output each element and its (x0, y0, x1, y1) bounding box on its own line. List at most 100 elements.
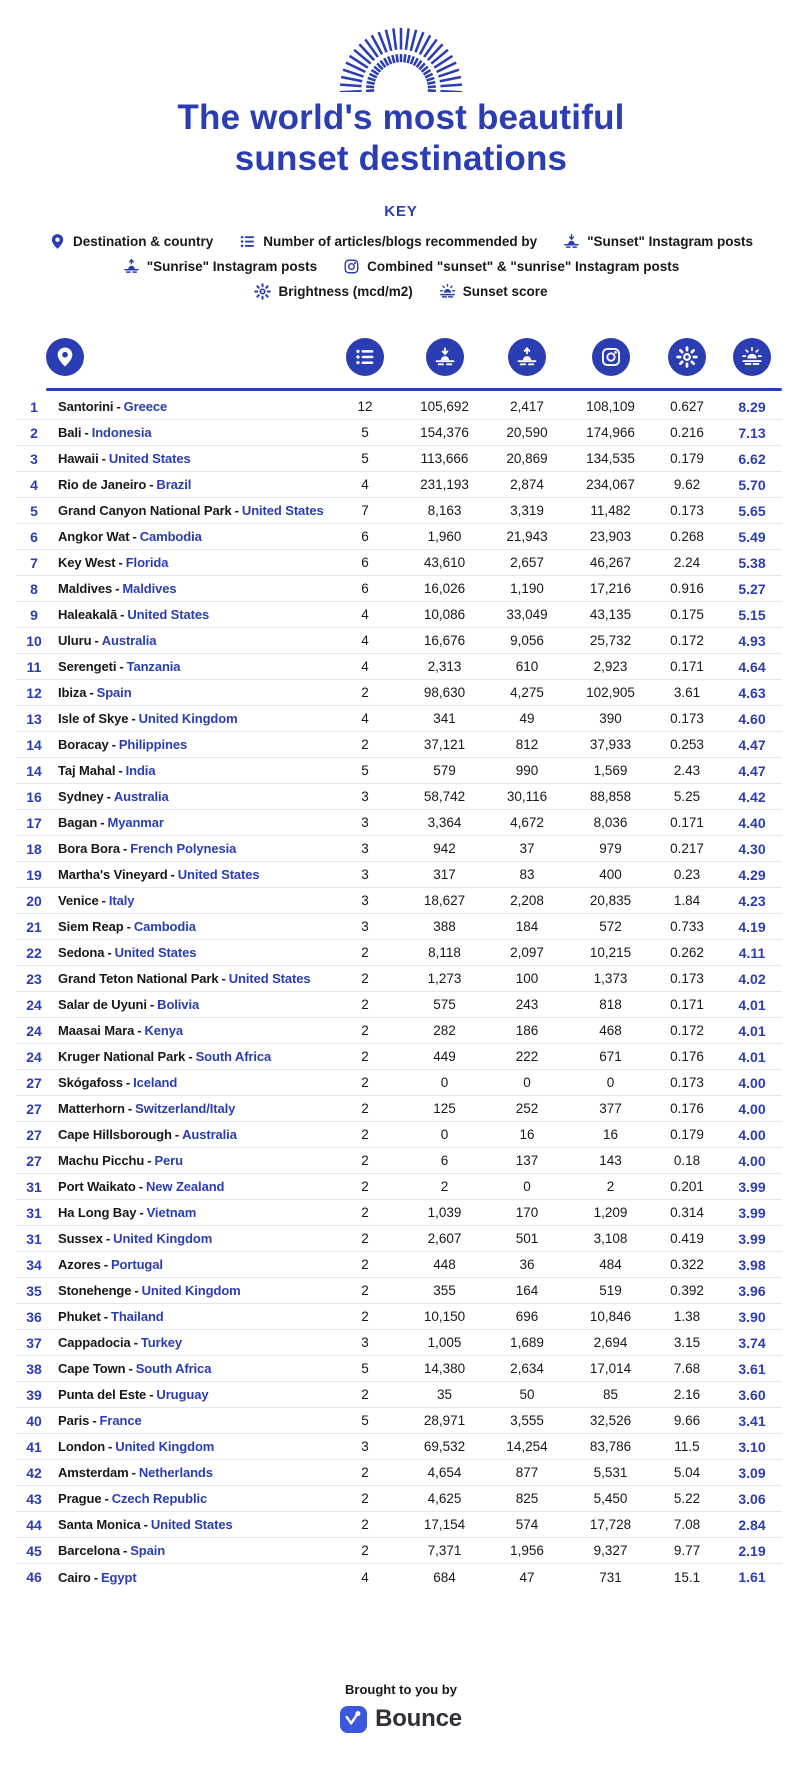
destination-country: Cambodia (139, 529, 202, 545)
sunrise-icon (516, 346, 538, 368)
destination-name: Bali (58, 425, 82, 441)
destination-name: Angkor Wat (58, 529, 130, 545)
sunrise-posts: 50 (519, 1387, 535, 1403)
combined-posts: 25,732 (589, 633, 632, 649)
sunset-posts: 17,154 (423, 1517, 466, 1533)
rank: 27 (26, 1126, 42, 1143)
table-row: 2 Bali - Indonesia 5 154,376 20,590 174,966 0.21… (16, 420, 782, 447)
destination: Martha's Vineyard - United States (52, 867, 326, 882)
destination: London - United Kingdom (52, 1439, 326, 1454)
destination-country: Switzerland/Italy (135, 1101, 236, 1117)
combined-posts: 46,267 (589, 555, 632, 571)
brightness-value: 3.61 (673, 685, 701, 701)
sunrise-posts: 4,672 (510, 815, 544, 831)
pin-icon (54, 346, 76, 368)
destination-separator: - (92, 1413, 97, 1429)
destination-separator: - (149, 477, 154, 493)
sunset-score: 4.00 (738, 1100, 766, 1117)
destination-name: Siem Reap (58, 919, 124, 935)
destination-name: London (58, 1439, 106, 1455)
rank: 20 (26, 892, 42, 909)
articles-count: 5 (361, 1361, 369, 1377)
brightness-value: 9.66 (673, 1413, 701, 1429)
destination-name: Hawaii (58, 451, 99, 467)
sunset-posts: 2,313 (427, 659, 462, 675)
articles-count: 2 (361, 1283, 369, 1299)
destination: Sydney - Australia (52, 789, 326, 804)
destination-name: Haleakalā (58, 607, 118, 623)
sunrise-column-header (485, 336, 569, 378)
destination-separator: - (143, 1517, 148, 1533)
destination: Hawaii - United States (52, 451, 326, 466)
combined-posts: 400 (599, 867, 622, 883)
destination-separator: - (125, 1075, 131, 1091)
rank: 31 (26, 1178, 42, 1195)
brightness-value: 0.322 (670, 1257, 704, 1273)
destination-country: Netherlands (138, 1465, 213, 1481)
sunset-posts: 6 (440, 1153, 449, 1169)
sunset-score: 8.29 (738, 398, 766, 415)
brightness-value: 0.176 (670, 1101, 704, 1117)
sunrise-posts: 0 (523, 1179, 531, 1195)
destination-separator: - (94, 633, 99, 649)
sunset-posts: 113,666 (420, 451, 469, 467)
sunrise-posts: 137 (515, 1153, 539, 1169)
rank: 24 (26, 996, 42, 1013)
rank: 6 (30, 528, 38, 545)
sunset-score: 4.63 (738, 684, 766, 701)
table-row: 14 Taj Mahal - India 5 579 990 1,569 2.43 4.47 (16, 758, 782, 785)
sunrise-posts: 100 (515, 971, 539, 987)
table-row: 12 Ibiza - Spain 2 98,630 4,275 102,905 3.61 4.63 (16, 680, 782, 707)
table-row: 43 Prague - Czech Republic 2 4,625 825 5,450 5.2… (16, 1486, 782, 1513)
destination-country: Cambodia (133, 919, 196, 935)
brightness-value: 11.5 (674, 1439, 700, 1455)
destination-name: Santa Monica (58, 1517, 141, 1533)
articles-count: 2 (361, 1257, 369, 1273)
combined-posts: 3,108 (593, 1231, 628, 1247)
instagram-icon (600, 346, 622, 368)
destination: Skógafoss - Iceland (52, 1075, 326, 1090)
destination: Haleakalā - United States (52, 607, 326, 622)
destination-name: Machu Picchu (58, 1153, 145, 1169)
destination-country: Italy (108, 893, 135, 909)
destination-country: South Africa (135, 1361, 212, 1377)
destination: Key West - Florida (52, 555, 326, 570)
table-row: 11 Serengeti - Tanzania 4 2,313 610 2,923 0.171 4… (16, 654, 782, 681)
sunset-posts: 2 (440, 1179, 449, 1195)
rank: 8 (30, 580, 38, 597)
table-body: 1 Santorini - Greece 12 105,692 2,417 108,109 0.… (16, 394, 782, 1590)
destination-name: Port Waikato (58, 1179, 136, 1195)
brightness-icon (254, 283, 271, 300)
instagram-icon (343, 258, 360, 275)
sunset-posts: 4,654 (427, 1465, 462, 1481)
key-item-label: Brightness (mcd/m2) (278, 284, 413, 300)
articles-count: 2 (361, 971, 369, 987)
table-row: 19 Martha's Vineyard - United States 3 317 83 4… (16, 862, 782, 889)
combined-posts: 85 (602, 1387, 619, 1403)
destination-name: Rio de Janeiro (58, 477, 147, 493)
rank: 16 (26, 788, 42, 805)
destination: Taj Mahal - India (52, 763, 326, 778)
sunrise-posts: 33,049 (506, 607, 548, 623)
sunset-score: 3.99 (738, 1230, 766, 1247)
rank: 13 (26, 710, 42, 727)
destination-country: United States (108, 451, 191, 467)
destination: Maldives - Maldives (52, 581, 326, 596)
key-item-label: "Sunrise" Instagram posts (146, 259, 318, 275)
destination-country: Vietnam (146, 1205, 197, 1221)
destination: Ha Long Bay - Vietnam (52, 1205, 326, 1220)
sunset-posts: 1,005 (427, 1335, 462, 1351)
combined-posts: 17,014 (589, 1361, 632, 1377)
combined-posts: 1,569 (593, 763, 628, 779)
rank: 18 (26, 840, 42, 857)
sunrise-posts: 696 (515, 1309, 539, 1325)
destination-name: Venice (58, 893, 99, 909)
articles-count: 4 (361, 1569, 369, 1585)
destination-separator: - (116, 399, 121, 415)
sunset-posts: 35 (436, 1387, 453, 1403)
destination-separator: - (174, 1127, 180, 1143)
brightness-value: 7.08 (673, 1517, 701, 1533)
brightness-value: 2.24 (673, 555, 701, 571)
destination-country: Iceland (133, 1075, 178, 1091)
sunset-posts: 14,380 (423, 1361, 466, 1377)
